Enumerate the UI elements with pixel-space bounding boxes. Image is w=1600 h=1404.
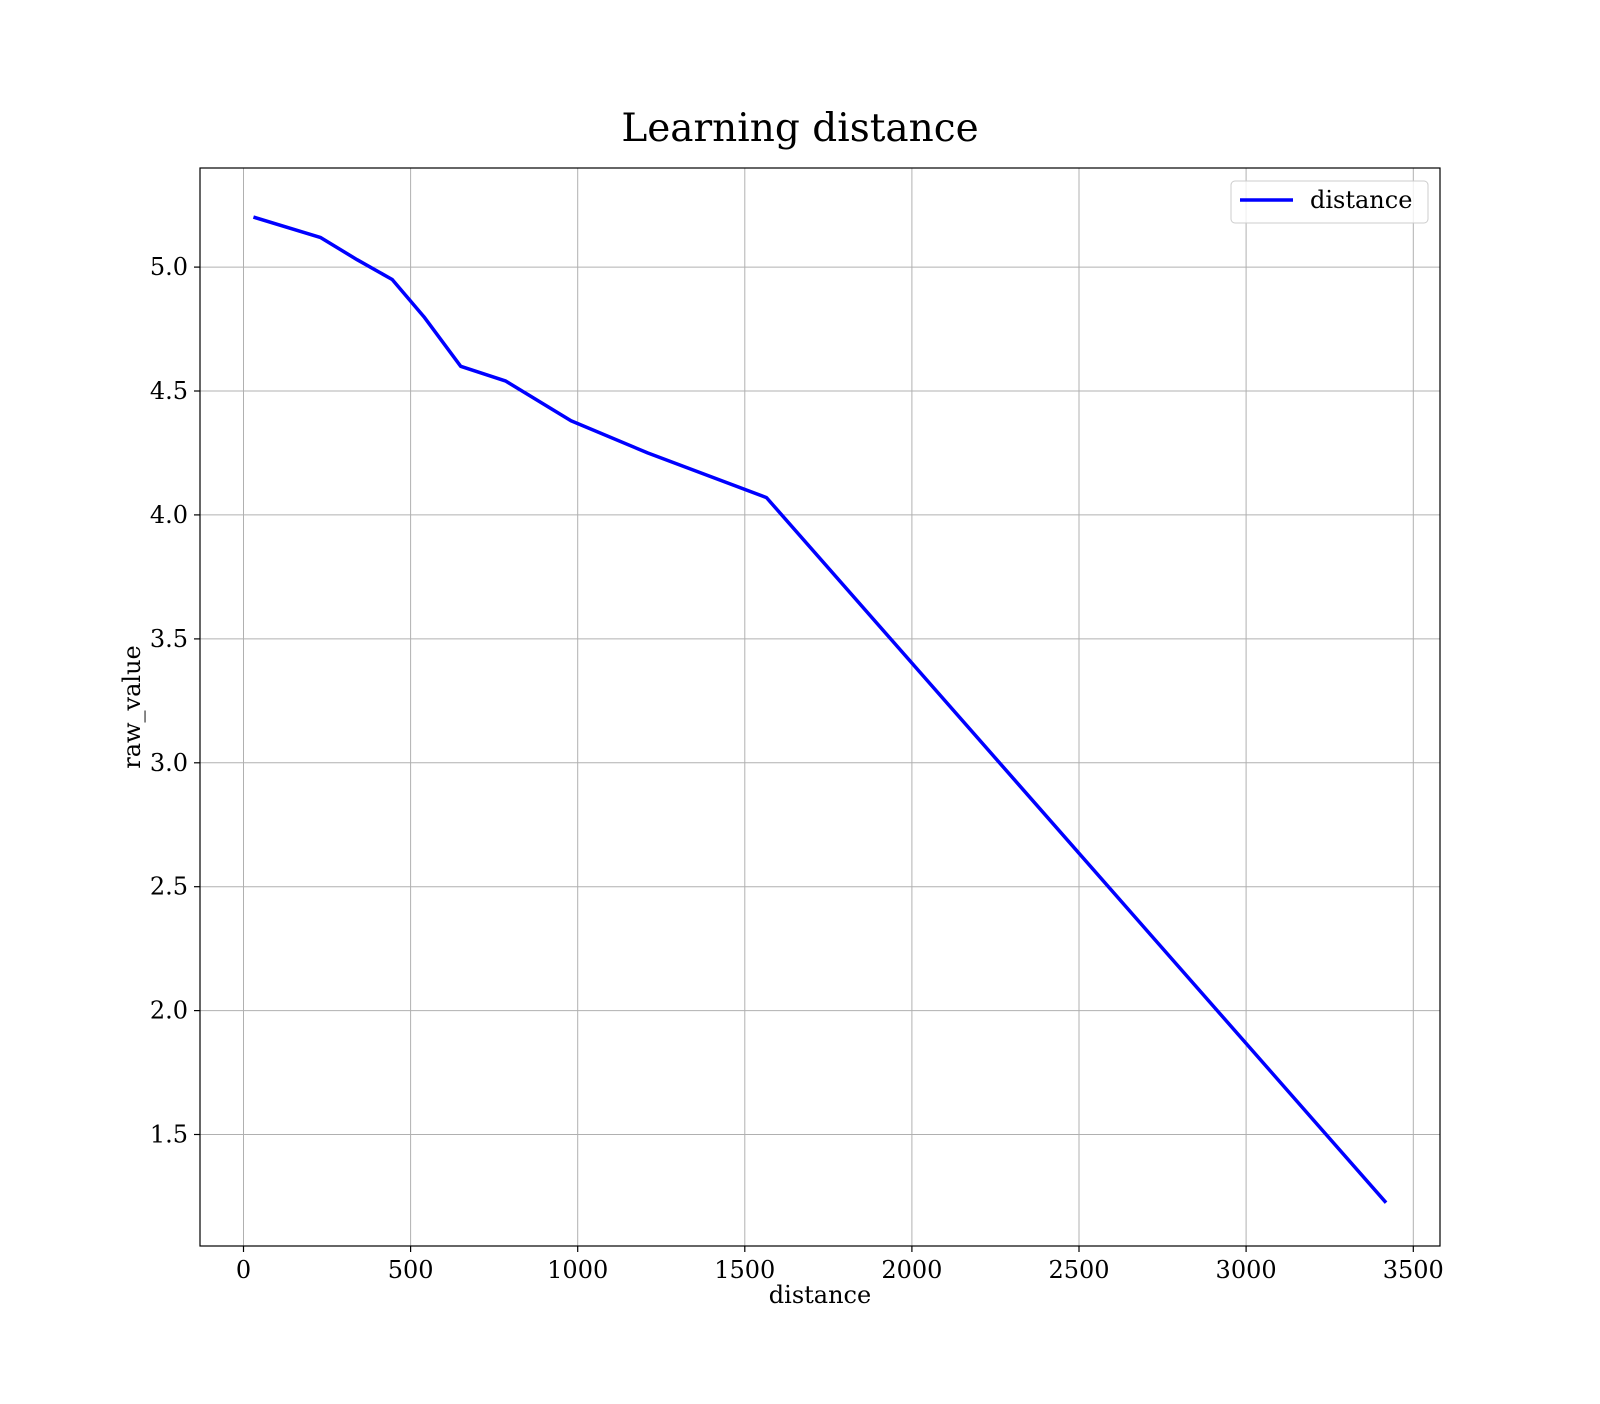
x-tick-label: 1500 xyxy=(714,1256,775,1284)
legend-label-distance: distance xyxy=(1310,186,1412,214)
series-layer xyxy=(252,215,1388,1204)
legend: distance xyxy=(1230,180,1429,224)
chart-title: Learning distance xyxy=(621,106,978,151)
plot-frame xyxy=(199,167,1441,1247)
y-tick-label: 3.0 xyxy=(150,749,188,777)
x-axis-label: distance xyxy=(769,1281,871,1309)
axis-ticks: 0 500 1000 1500 2000 2500 3000 3500 1.5 2.0 2.5 3.0… xyxy=(150,253,1444,1284)
y-tick-label: 5.0 xyxy=(150,253,188,281)
x-tick-label: 500 xyxy=(388,1256,434,1284)
x-tick-label: 3000 xyxy=(1216,1256,1277,1284)
x-tick-label: 1000 xyxy=(547,1256,608,1284)
y-tick-label: 1.5 xyxy=(150,1121,188,1149)
x-tick-label: 0 xyxy=(236,1256,251,1284)
x-tick-label: 2500 xyxy=(1048,1256,1109,1284)
legend-frame xyxy=(1230,180,1429,224)
y-tick-label: 2.5 xyxy=(150,873,188,901)
grid-lines xyxy=(200,168,1440,1246)
y-axis-label: raw_value xyxy=(118,645,146,769)
x-tick-label: 2000 xyxy=(881,1256,942,1284)
y-tick-label: 3.5 xyxy=(150,625,188,653)
y-tick-label: 4.0 xyxy=(150,501,188,529)
x-tick-label: 3500 xyxy=(1383,1256,1444,1284)
y-tick-label: 4.5 xyxy=(150,377,188,405)
y-tick-label: 2.0 xyxy=(150,997,188,1025)
series-line-distance xyxy=(252,215,1388,1204)
